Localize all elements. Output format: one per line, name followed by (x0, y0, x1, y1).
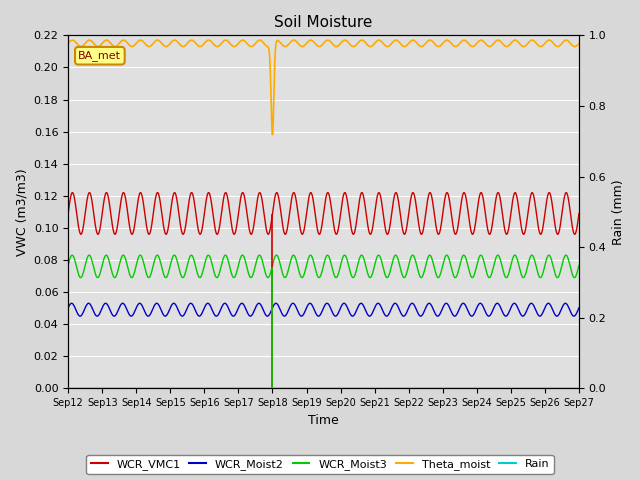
X-axis label: Time: Time (308, 414, 339, 427)
Legend: WCR_VMC1, WCR_Moist2, WCR_Moist3, Theta_moist, Rain: WCR_VMC1, WCR_Moist2, WCR_Moist3, Theta_… (86, 455, 554, 474)
Text: BA_met: BA_met (78, 50, 122, 61)
Y-axis label: VWC (m3/m3): VWC (m3/m3) (15, 168, 28, 256)
Title: Soil Moisture: Soil Moisture (275, 15, 372, 30)
Y-axis label: Rain (mm): Rain (mm) (612, 179, 625, 245)
